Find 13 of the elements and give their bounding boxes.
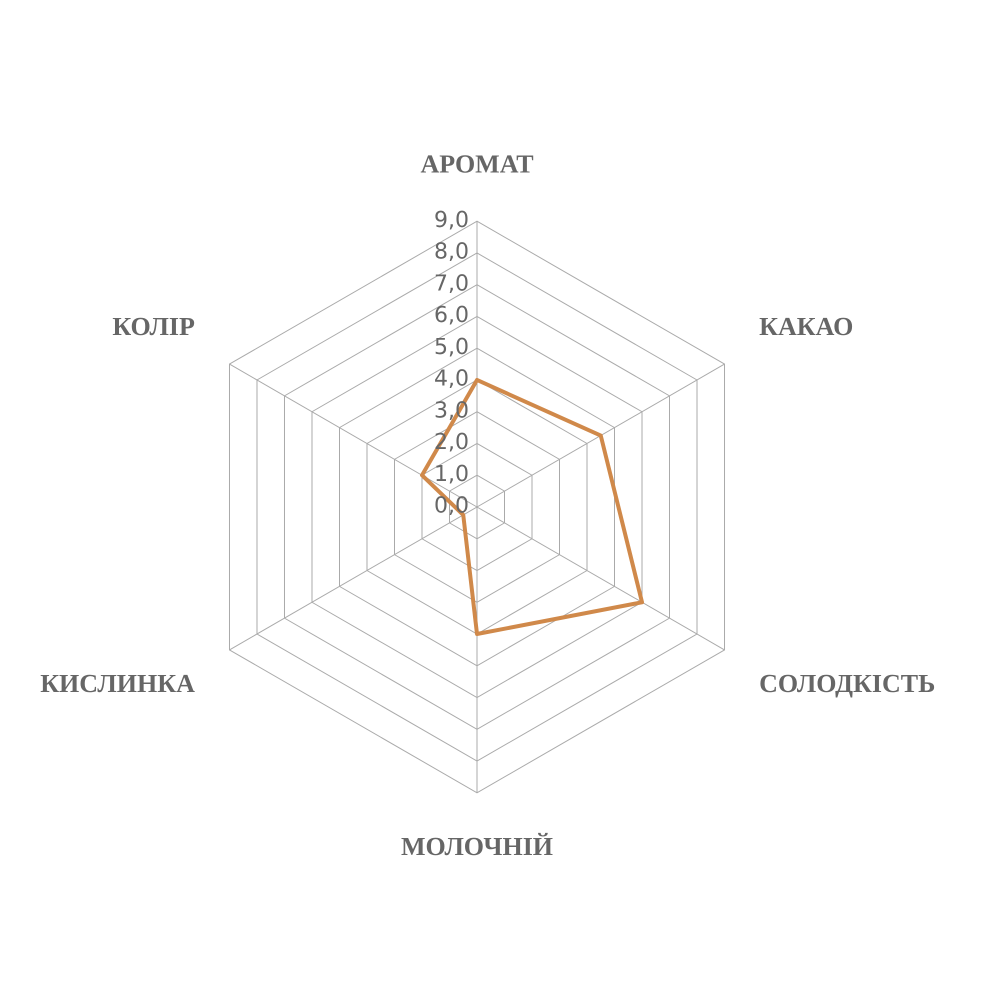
y-tick-label: 1,0 [434, 462, 469, 487]
y-tick-label: 6,0 [434, 303, 469, 328]
y-tick-label: 4,0 [434, 366, 469, 392]
y-tick-label: 9,0 [434, 208, 469, 233]
spoke-label: КИСЛИНКА [40, 669, 196, 698]
spoke-label: КОЛІР [112, 312, 195, 342]
spoke-label: СОЛОДКІСТЬ [759, 669, 936, 698]
spoke-label: АРОМАТ [420, 149, 534, 178]
y-tick-label: 8,0 [434, 240, 469, 265]
y-tick-label: 7,0 [434, 271, 469, 296]
spoke-label: МОЛОЧНІЙ [400, 832, 554, 862]
y-tick-label: 5,0 [434, 334, 469, 360]
spoke-label: КАКАО [759, 312, 854, 342]
